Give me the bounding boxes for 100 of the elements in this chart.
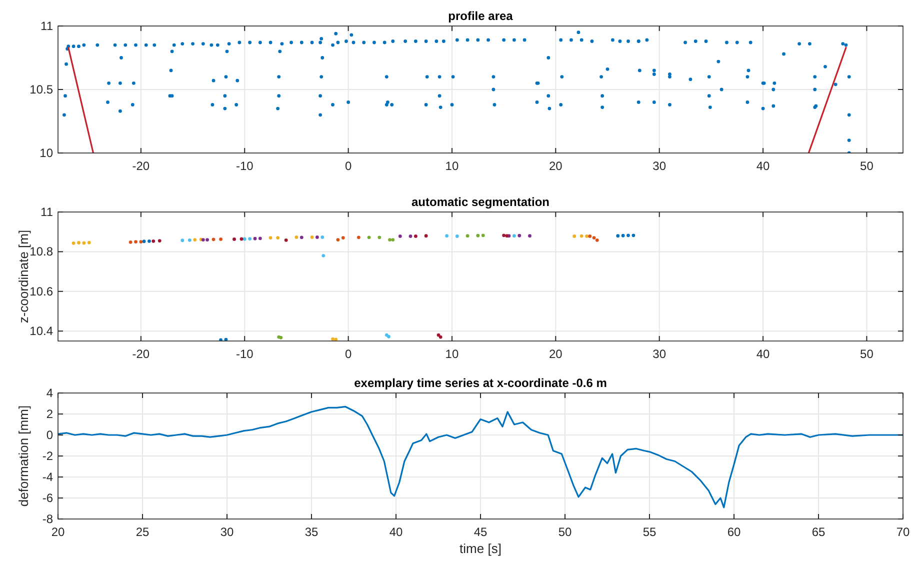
- point: [580, 234, 584, 238]
- point: [232, 237, 236, 241]
- point: [72, 241, 76, 245]
- point: [585, 234, 588, 238]
- point: [87, 240, 91, 244]
- x-tick-label: -10: [236, 159, 254, 173]
- chart-title: exemplary time series at x-coordinate -0.6 m: [354, 376, 607, 390]
- point: [588, 234, 592, 238]
- point: [476, 234, 480, 238]
- x-tick-label: -10: [236, 347, 254, 361]
- point: [398, 234, 402, 238]
- point: [128, 240, 132, 244]
- point: [391, 238, 395, 242]
- point: [616, 234, 620, 238]
- y-tick-label: -2: [42, 449, 54, 463]
- y-tick-label: 2: [46, 407, 54, 421]
- x-tick-label: 45: [474, 525, 488, 539]
- x-tick-label: 65: [812, 525, 826, 539]
- point: [336, 238, 340, 242]
- point: [445, 234, 449, 238]
- x-tick-label: 0: [344, 347, 352, 361]
- point: [595, 238, 599, 242]
- y-tick-label: 11: [40, 205, 54, 219]
- point: [276, 236, 280, 240]
- x-tick-label: 40: [756, 347, 770, 361]
- point: [134, 240, 138, 244]
- y-tick-label: 10.6: [30, 284, 54, 298]
- x-tick-label: 20: [51, 525, 65, 539]
- point: [268, 236, 272, 240]
- point: [481, 234, 485, 238]
- point: [367, 236, 371, 240]
- point: [284, 238, 288, 242]
- point: [626, 234, 630, 238]
- point: [572, 234, 576, 238]
- line-series: [58, 406, 903, 508]
- point: [180, 238, 184, 242]
- point: [502, 234, 506, 238]
- y-tick-label: 10.8: [30, 244, 54, 259]
- point: [206, 238, 209, 242]
- point: [387, 334, 390, 338]
- point: [378, 236, 382, 240]
- x-tick-label: 40: [389, 525, 403, 539]
- point: [152, 239, 156, 243]
- x-tick-label: -20: [132, 347, 150, 361]
- point: [212, 238, 216, 242]
- x-tick-label: 30: [220, 525, 234, 539]
- x-tick-label: 25: [136, 525, 150, 539]
- x-tick-label: 0: [344, 159, 352, 173]
- point: [310, 236, 314, 239]
- point: [219, 237, 222, 241]
- y-tick-label: 11: [40, 19, 54, 33]
- point: [142, 240, 146, 244]
- point: [528, 234, 532, 238]
- point: [300, 236, 304, 240]
- y-tick-label: 4: [46, 386, 54, 400]
- point: [248, 237, 252, 240]
- x-tick-label: 50: [860, 347, 874, 361]
- x-tick-label: 40: [756, 159, 770, 173]
- x-tick-label: 10: [445, 159, 459, 173]
- x-tick-label: 50: [558, 525, 572, 539]
- x-tick-label: 50: [860, 159, 874, 173]
- point: [316, 236, 319, 239]
- x-tick-label: -20: [132, 159, 150, 173]
- y-tick-label: -4: [42, 470, 54, 484]
- chart-title: profile area: [448, 9, 514, 23]
- x-tick-label: 55: [642, 525, 656, 539]
- point: [424, 234, 428, 238]
- point: [388, 238, 392, 242]
- y-tick-label: 10.5: [30, 82, 54, 96]
- point: [188, 238, 192, 242]
- point: [455, 234, 459, 238]
- point: [322, 254, 326, 258]
- y-tick-label: -8: [42, 512, 54, 526]
- y-tick-label: 0: [46, 428, 54, 442]
- x-tick-label: 30: [652, 159, 666, 173]
- y-tick-label: 10.4: [30, 324, 54, 338]
- point: [82, 241, 86, 245]
- x-tick-label: 10: [445, 347, 459, 361]
- point: [219, 338, 222, 341]
- point: [158, 239, 162, 242]
- point: [592, 236, 596, 240]
- point: [414, 234, 418, 238]
- point: [242, 237, 246, 241]
- point: [621, 234, 625, 238]
- point: [193, 238, 197, 242]
- y-axis-title: deformation [mm]: [16, 405, 31, 507]
- point: [148, 239, 151, 243]
- point: [320, 236, 324, 239]
- point: [408, 234, 412, 238]
- point: [253, 236, 257, 240]
- point: [632, 234, 636, 238]
- point: [466, 234, 470, 238]
- y-tick-label: -6: [42, 491, 54, 505]
- point: [341, 236, 345, 240]
- point: [518, 234, 522, 238]
- x-tick-label: 30: [652, 347, 666, 361]
- x-tick-label: 20: [548, 159, 563, 173]
- x-tick-label: 35: [304, 525, 318, 539]
- y-tick-label: 10: [40, 146, 54, 160]
- point: [77, 241, 80, 244]
